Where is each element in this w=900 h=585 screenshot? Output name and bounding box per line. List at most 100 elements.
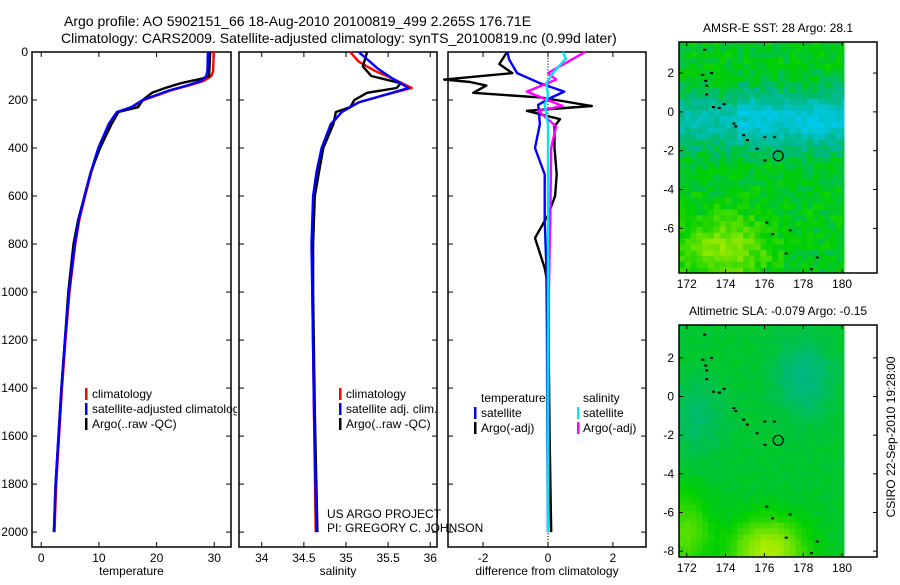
map-cell (748, 243, 756, 251)
map-cell (789, 174, 796, 181)
map-cell (679, 232, 686, 239)
map-cell (807, 261, 814, 268)
map-cell (801, 504, 808, 512)
map-cell (772, 394, 779, 401)
map-cell (772, 510, 779, 517)
map-cell (696, 63, 703, 70)
map-cell (690, 75, 697, 82)
map-cell (748, 545, 756, 552)
legend-swatch (339, 418, 342, 430)
map-cell (696, 127, 703, 134)
map-cell (748, 400, 756, 407)
map-cell (778, 499, 785, 506)
map-cell (731, 144, 738, 152)
map-cell (789, 150, 796, 157)
map-cell (836, 377, 843, 384)
map-cell (818, 261, 826, 268)
map-cell (807, 179, 814, 187)
coastline-mark (810, 552, 813, 555)
map-cell (684, 220, 692, 227)
coastline-mark (734, 410, 738, 413)
map-cell (737, 144, 744, 152)
map-cell (719, 156, 727, 163)
map-cell (690, 365, 697, 372)
map-cell (754, 45, 761, 53)
map-cell (690, 400, 697, 407)
map-cell (725, 336, 732, 343)
map-cell (783, 336, 791, 343)
map-cell (754, 481, 761, 488)
map-cell (795, 139, 802, 146)
map-cell (748, 203, 756, 210)
map-cell (679, 150, 686, 157)
map-cell (748, 249, 756, 256)
map-cell (783, 354, 791, 361)
map-cell (801, 429, 808, 436)
map-cell (696, 220, 703, 227)
map-cell (836, 191, 843, 198)
map-cell (830, 412, 837, 419)
map-cell (754, 42, 761, 47)
map-cell (772, 330, 779, 338)
credits-line2: PI: GREGORY C. JOHNSON (327, 521, 483, 535)
map-cell (690, 539, 697, 546)
map-cell (824, 139, 831, 146)
map-cell (818, 446, 826, 454)
map-cell (772, 232, 779, 239)
map-cell (795, 348, 802, 355)
map-cell (795, 342, 802, 349)
map-cell (708, 528, 715, 535)
map-cell (772, 435, 779, 442)
map-cell (795, 45, 802, 53)
map-cell (772, 174, 779, 181)
map-cell (725, 80, 732, 88)
map-cell (812, 452, 820, 459)
map-cell (690, 545, 697, 552)
map-cell (830, 377, 837, 384)
map-cell (812, 220, 820, 227)
map-cell (684, 551, 692, 558)
map-cell (842, 429, 845, 436)
map-cell (772, 121, 779, 128)
map-cell (679, 133, 686, 140)
map-cell (684, 45, 692, 53)
map-cell (679, 539, 686, 546)
map-cell (708, 336, 715, 343)
map-cell (772, 359, 779, 367)
map-cell (748, 394, 756, 401)
map-cell (818, 354, 826, 361)
map-cell (807, 325, 814, 332)
map-cell (748, 121, 756, 128)
map-cell (824, 348, 831, 355)
map-cell (708, 232, 715, 239)
map-cell (783, 203, 791, 210)
map-cell (690, 336, 697, 343)
map-cell (760, 377, 767, 384)
map-cell (818, 63, 826, 70)
map-cell (830, 238, 837, 245)
map-cell (836, 330, 843, 338)
map-cell (778, 42, 785, 47)
map-cell (743, 249, 750, 256)
map-cell (824, 179, 831, 187)
map-cell (842, 417, 845, 425)
map-cell (731, 98, 738, 105)
map-cell (748, 69, 756, 76)
map-cell (824, 499, 831, 506)
map-cell (795, 179, 802, 187)
map-cell (719, 144, 727, 152)
map-cell (801, 243, 808, 251)
map-cell (708, 174, 715, 181)
map-cell (772, 545, 779, 552)
map-cell (812, 45, 820, 53)
map-cell (748, 86, 756, 93)
map-cell (818, 412, 826, 419)
map-cell (713, 359, 721, 367)
map-cell (812, 133, 820, 140)
map-cell (719, 522, 727, 529)
map-cell (702, 406, 709, 413)
map-cell (702, 174, 709, 181)
map-cell (702, 168, 709, 175)
map-cell (818, 104, 826, 111)
map-cell (731, 452, 738, 459)
